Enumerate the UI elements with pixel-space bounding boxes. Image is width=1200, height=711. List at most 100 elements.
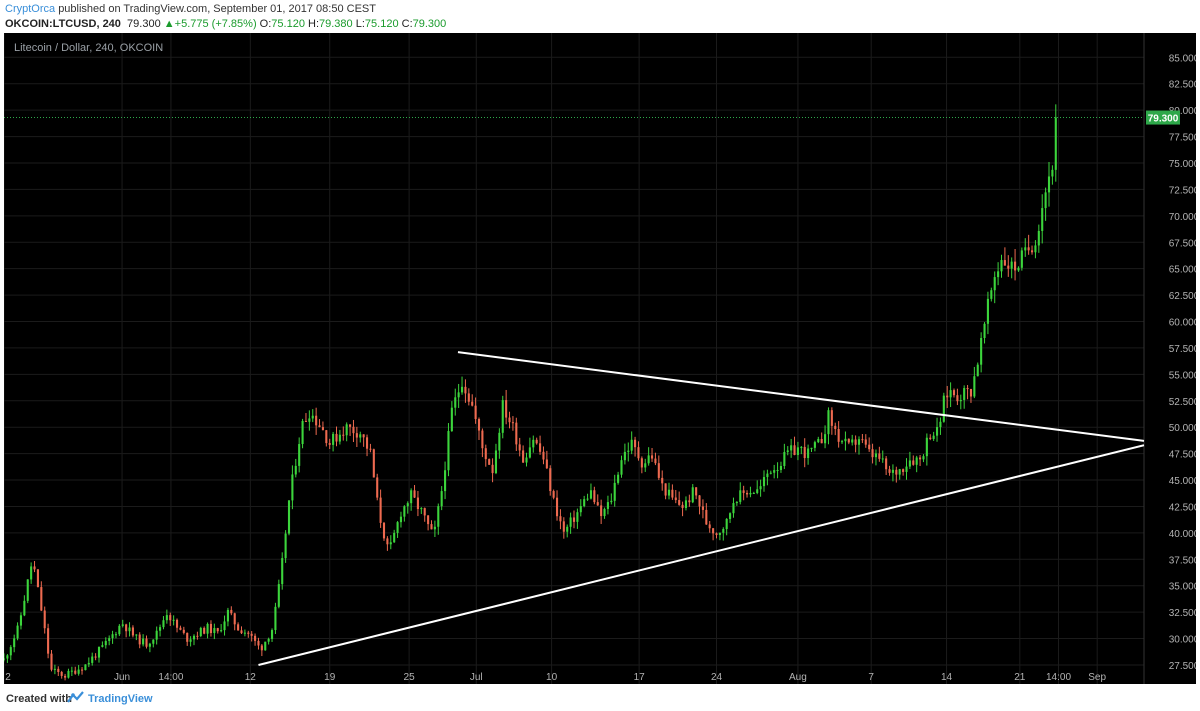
candle-body (976, 364, 979, 377)
candle-body (552, 491, 555, 498)
candle-body (528, 447, 531, 458)
close-value: 79.300 (412, 18, 447, 30)
candle-body (647, 455, 650, 464)
candle-body (817, 438, 820, 443)
candle-body (138, 634, 141, 645)
candle-body (460, 386, 464, 393)
candle-body (444, 470, 447, 492)
last-price: 79.300 (127, 18, 161, 30)
candle-body (796, 447, 799, 456)
candle-body (603, 508, 606, 517)
candle-body (254, 635, 257, 641)
candle-body (182, 629, 185, 633)
candle-body (70, 670, 73, 672)
candle-body (165, 615, 168, 621)
candle-body (555, 497, 559, 517)
candle-body (457, 392, 460, 398)
candle-body (53, 668, 56, 670)
candle-body (491, 464, 494, 474)
candle-body (993, 277, 996, 291)
y-tick-label: 30.000 (1169, 635, 1196, 646)
candle-body (691, 487, 694, 503)
candle-body (365, 437, 369, 449)
candle-body (26, 579, 29, 601)
candle-body (895, 469, 898, 475)
x-tick-label: 17 (634, 672, 646, 683)
candle-body (237, 624, 240, 631)
candle-body (447, 431, 450, 471)
candle-body (922, 456, 925, 460)
candle-body (902, 469, 905, 472)
candle-body (990, 290, 993, 299)
candle-body (406, 503, 409, 507)
candle-body (223, 621, 226, 631)
candle-body (477, 419, 481, 431)
up-arrow-icon: ▲ (163, 18, 175, 30)
candle-body (291, 474, 294, 501)
candle-body (172, 619, 175, 621)
candle-body (33, 566, 36, 570)
candle-body (16, 625, 19, 639)
author-link[interactable]: CryptOrca (5, 3, 56, 15)
x-tick-label: 7 (868, 672, 874, 683)
candle-body (393, 532, 396, 543)
y-tick-label: 37.500 (1169, 555, 1196, 566)
candle-body (386, 538, 389, 545)
candle-body (630, 439, 633, 451)
candle-body (600, 505, 603, 517)
candle-body (1017, 267, 1020, 271)
candle-body (576, 512, 579, 522)
candle-body (942, 395, 945, 422)
high-label: H: (308, 18, 320, 30)
candle-body (57, 668, 60, 672)
candle-body (1010, 261, 1013, 269)
tradingview-brand[interactable]: TradingView (88, 693, 153, 705)
candle-body (657, 463, 660, 478)
candle-body (226, 609, 229, 622)
candle-body (209, 623, 213, 634)
candle-body (270, 630, 274, 639)
candle-body (681, 504, 684, 509)
candle-body (610, 500, 613, 503)
candle-body (695, 487, 698, 496)
candle-body (946, 395, 949, 398)
candle-body (488, 459, 491, 465)
candle-body (830, 410, 833, 426)
candle-body (111, 634, 114, 639)
candle-body (701, 506, 704, 510)
quote-line: OKCOIN:LTCUSD, 240 79.300 ▲+5.775 (+7.85… (5, 18, 446, 30)
y-tick-label: 27.500 (1169, 661, 1196, 672)
y-tick-label: 52.500 (1169, 397, 1196, 408)
candle-body (121, 624, 124, 626)
candle-body (498, 432, 501, 451)
candle-body (735, 501, 738, 504)
candle-body (505, 400, 508, 418)
candle-body (966, 388, 969, 390)
candle-body (742, 490, 745, 493)
y-tick-label: 32.500 (1169, 608, 1196, 619)
candle-body (413, 490, 416, 498)
candle-body (566, 526, 569, 532)
candle-body (661, 477, 664, 484)
candle-body (586, 498, 589, 500)
candle-body (759, 486, 762, 490)
candle-body (1000, 260, 1003, 272)
y-tick-label: 62.500 (1169, 291, 1196, 302)
candle-body (786, 450, 789, 453)
candle-body (881, 458, 884, 460)
candle-body (983, 323, 986, 339)
candle-body (267, 638, 270, 642)
candle-body (1007, 265, 1010, 269)
chart-plot[interactable]: 27.500 30.000 32.500 35.000 37.500 40.000 42.5… (4, 33, 1196, 684)
price-chart[interactable]: 27.500 30.000 32.500 35.000 37.500 40.000 42.5… (4, 33, 1196, 684)
candle-body (705, 509, 708, 525)
candle-body (803, 446, 806, 459)
candle-body (125, 624, 128, 632)
y-tick-label: 75.000 (1169, 159, 1196, 170)
candle-body (1024, 247, 1027, 251)
candle-body (908, 460, 911, 467)
candle-body (376, 477, 379, 498)
candle-body (43, 610, 46, 629)
candle-body (752, 492, 755, 494)
candle-body (518, 444, 521, 451)
